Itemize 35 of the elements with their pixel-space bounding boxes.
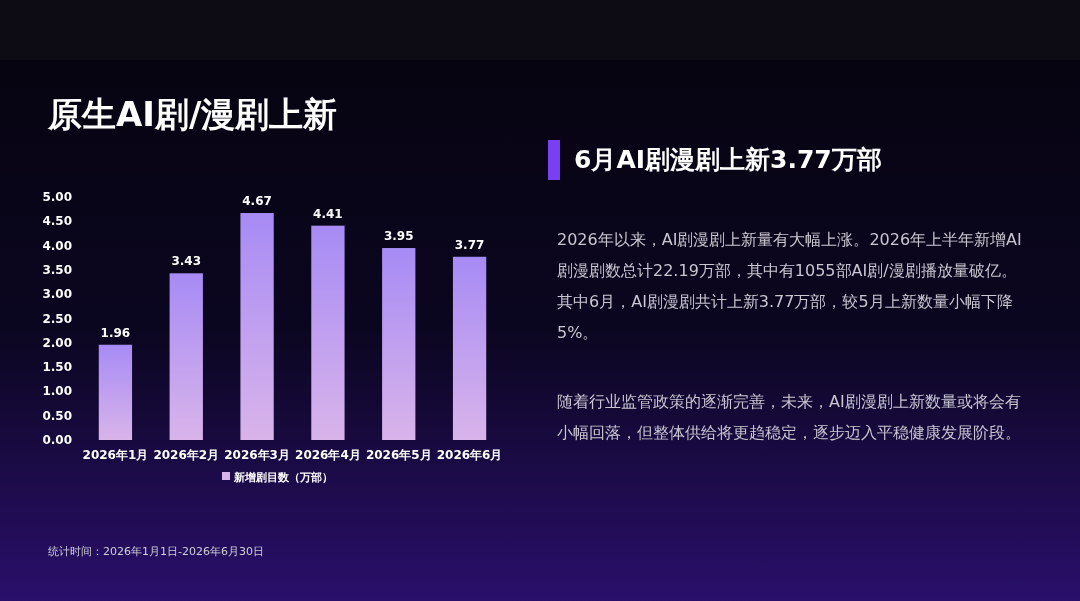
bar [240,213,274,440]
x-tick-label: 2026年1月 [82,448,149,462]
bar [382,248,416,440]
y-tick-label: 4.00 [42,238,72,253]
y-tick-label: 0.00 [42,433,72,447]
legend-label: 新增剧目数（万部） [233,471,333,484]
data-label: 3.43 [171,254,202,269]
y-tick-label: 5.00 [42,190,72,204]
data-label: 4.67 [242,194,272,209]
data-label: 1.96 [100,325,131,340]
data-label: 4.41 [313,206,343,221]
bar [311,225,345,440]
data-label: 3.95 [383,229,414,244]
x-tick-label: 2026年4月 [295,448,361,462]
text: 随着行业监管政策的逐渐完善，未来，AI剧漫剧上新数量或将会有小幅回落，但整体供给将更趋稳定，逐步迈入平稳健康发展阶段。 [557,391,1022,444]
x-tick-label: 2026年2月 [153,448,220,462]
x-tick-label: 2026年3月 [224,448,290,462]
y-tick-label: 3.50 [42,262,72,277]
data-label: 3.77 [454,237,485,252]
y-tick-label: 3.00 [42,287,72,302]
y-tick-label: 0.50 [42,408,72,423]
x-tick-label: 2026年6月 [436,448,503,462]
bar [452,256,487,440]
y-tick-label: 4.50 [42,214,72,229]
x-tick-label: 2026年5月 [365,448,432,462]
text: 6月AI剧漫剧上新3.77万部 [548,140,882,180]
y-tick-label: 1.00 [42,384,72,399]
text: 统计时间：2026年1月1日-2026年6月30日 [48,544,264,559]
y-tick-label: 2.50 [42,311,72,326]
bar [98,344,133,440]
y-tick-label: 2.00 [42,335,72,350]
text: 2026年以来，AI剧漫剧上新量有大幅上涨。2026年上半年新增AI剧漫剧数总计22.19万部，其中有1055部AI剧/漫剧播放量破亿。其中6月，AI剧漫剧共计上新3.77万部，较5月上新数量小幅下降5%。 [557,229,1023,344]
bar [169,273,203,440]
chart-title: 原生AI剧/漫剧上新 [48,93,338,136]
y-tick-label: 1.50 [42,360,72,375]
